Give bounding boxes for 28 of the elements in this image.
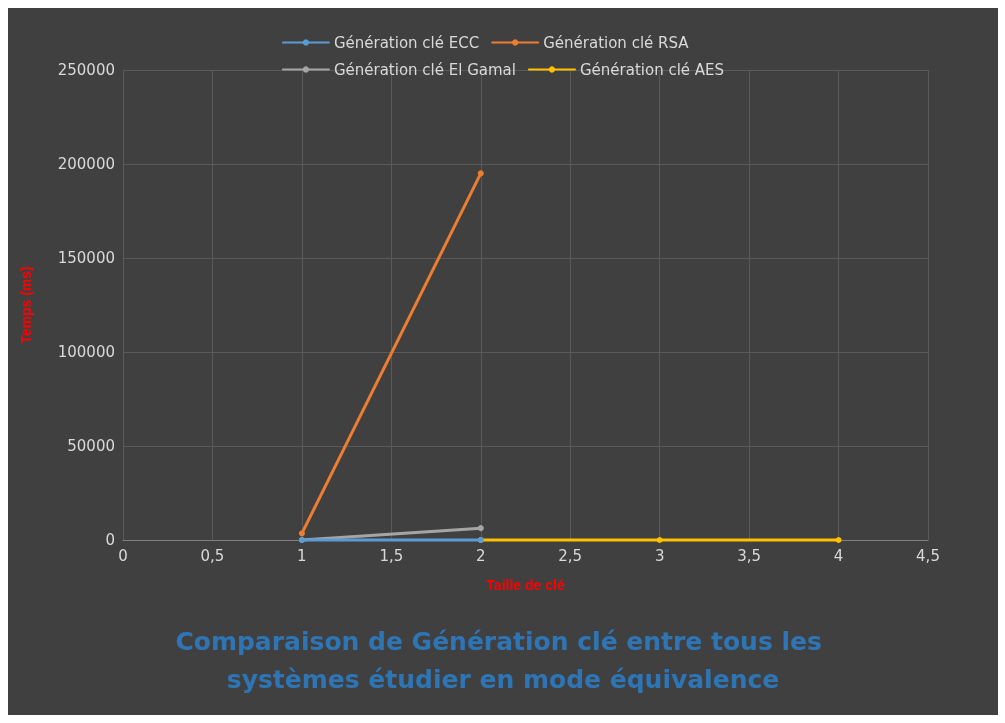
- x-tick-label: 3: [654, 546, 665, 565]
- legend-label: Génération clé AES: [579, 60, 725, 79]
- y-tick-label: 250000: [57, 61, 115, 79]
- y-tick-label: 100000: [57, 343, 115, 361]
- point: [477, 170, 484, 177]
- y-tick-label: 200000: [57, 155, 115, 173]
- y-tick-label: 150000: [57, 249, 115, 267]
- x-tick-label: 4,5: [916, 546, 940, 565]
- x-tick-label: 1: [297, 546, 307, 565]
- legend-label: Génération clé ECC: [333, 33, 480, 52]
- text: Comparaison de Génération clé entre tous les systèmes étudier en mode équivalence: [175, 626, 831, 694]
- x-tick-label: 1,5: [379, 546, 404, 565]
- x-tick-label: 0: [118, 546, 128, 565]
- legend-label: Génération clé El Gamal: [333, 60, 516, 79]
- y-axis-title: Temps (ms): [18, 266, 34, 344]
- x-tick-label: 3,5: [737, 546, 762, 565]
- point: [835, 537, 842, 543]
- x-axis-title: Taille de clé: [486, 577, 565, 593]
- y-tick-label: 0: [105, 531, 115, 549]
- x-tick-label: 2,5: [558, 546, 583, 565]
- point: [298, 530, 305, 537]
- x-tick-label: 4: [833, 546, 844, 565]
- x-tick-label: 2: [476, 546, 486, 565]
- legend-label: Génération clé RSA: [543, 33, 690, 52]
- point: [477, 525, 484, 532]
- point: [656, 537, 663, 543]
- y-tick-label: 50000: [67, 437, 115, 455]
- x-tick-label: 0,5: [200, 546, 225, 565]
